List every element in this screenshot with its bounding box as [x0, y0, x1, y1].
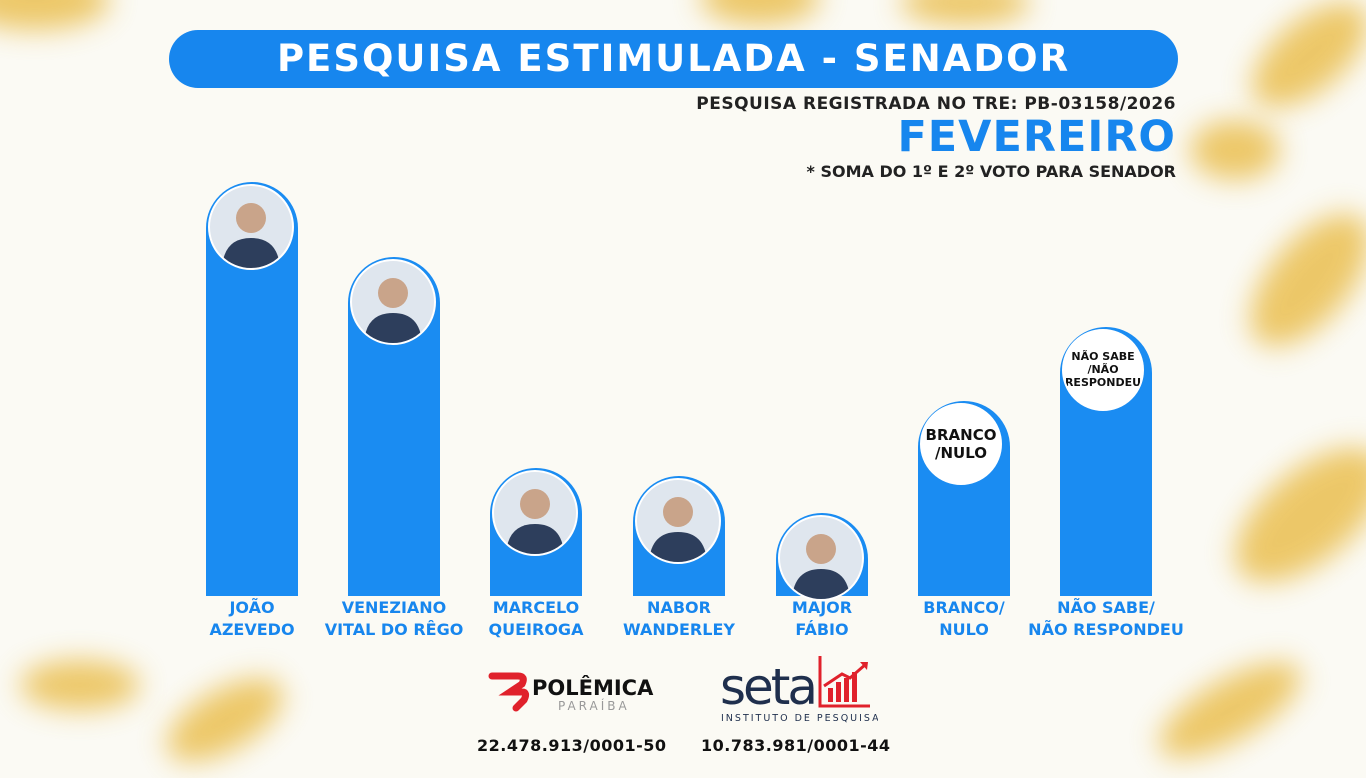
category-label-line: VITAL DO RÊGO: [324, 620, 464, 639]
bar-5: BRANCO /NULO: [918, 401, 1010, 596]
decor-blob: [1227, 193, 1366, 367]
candidate-photo: [635, 477, 721, 564]
category-label: NABOR WANDERLEY: [599, 597, 759, 641]
bar-3: [633, 475, 725, 596]
category-label-line: VENEZIANO: [341, 598, 447, 617]
decor-blob: [900, 0, 1030, 25]
decor-blob: [153, 661, 297, 778]
logo1-subtext: PARAÍBA: [558, 698, 630, 712]
decor-blob: [1190, 120, 1280, 180]
bar-6: NÃO SABE /NÃO RESPONDEU: [1060, 326, 1152, 596]
circle-label: BRANCO /NULO: [920, 403, 1002, 486]
circle-label: NÃO SABE /NÃO RESPONDEU: [1062, 328, 1144, 411]
category-label-line: AZEVEDO: [209, 620, 295, 639]
category-label-line: NÃO SABE/: [1057, 598, 1155, 617]
decor-blob: [700, 0, 820, 25]
person-icon: [506, 488, 564, 554]
person-icon: [649, 496, 707, 562]
decor-blob: [1233, 0, 1366, 127]
category-label: NÃO SABE/NÃO RESPONDEU: [1026, 597, 1186, 641]
month-title: FEVEREIRO: [897, 112, 1176, 162]
person-icon: [222, 203, 280, 268]
category-label-line: NULO: [939, 620, 989, 639]
category-label: VENEZIANO VITAL DO RÊGO: [314, 597, 474, 641]
category-label: MAJOR FÁBIO: [742, 597, 902, 641]
category-label-line: FÁBIO: [795, 620, 849, 639]
category-label-line: JOÃO: [229, 598, 275, 617]
category-label-line: MARCELO: [492, 598, 580, 617]
candidate-photo: [492, 469, 578, 556]
category-label-line: MAJOR: [791, 598, 853, 617]
logo2-text: seta: [720, 658, 815, 716]
footnote: * SOMA DO 1º E 2º VOTO PARA SENADOR: [806, 162, 1176, 181]
seta-logo: seta INSTITUTO DE PESQUISA: [718, 652, 879, 730]
decor-blob: [0, 0, 110, 30]
category-label: MARCELO QUEIROGA: [456, 597, 616, 641]
registration-text: PESQUISA REGISTRADA NO TRE: PB-03158/202…: [696, 94, 1176, 114]
bar-0: [206, 182, 298, 596]
decor-blob: [1212, 422, 1366, 608]
category-label-line: NABOR: [647, 598, 711, 617]
category-label-line: BRANCO/: [923, 598, 1005, 617]
category-label: BRANCO/NULO: [884, 597, 1044, 641]
cnpj-seta: 10.783.981/0001-44: [701, 736, 891, 755]
category-label-line: NÃO RESPONDEU: [1028, 620, 1184, 639]
decor-blob: [20, 660, 140, 710]
logo2-subtext: INSTITUTO DE PESQUISA: [721, 713, 878, 724]
bar-2: [490, 467, 582, 596]
polemica-logo: POLÊMICA PARAÍBA: [488, 668, 658, 716]
page-title: PESQUISA ESTIMULADA - SENADOR: [169, 30, 1178, 88]
category-label-line: QUEIROGA: [488, 620, 584, 639]
bar-4: [776, 513, 868, 602]
candidate-photo: [208, 184, 294, 270]
decor-blob: [1145, 644, 1315, 776]
candidate-photo: [350, 258, 436, 345]
category-label-line: WANDERLEY: [623, 620, 735, 639]
cnpj-polemica: 22.478.913/0001-50: [477, 736, 667, 755]
category-label: JOÃO AZEVEDO: [172, 597, 332, 641]
person-icon: [792, 534, 850, 600]
logo1-text: POLÊMICA: [532, 675, 654, 700]
person-icon: [364, 277, 422, 343]
candidate-photo: [778, 515, 864, 602]
bar-1: [348, 256, 440, 596]
